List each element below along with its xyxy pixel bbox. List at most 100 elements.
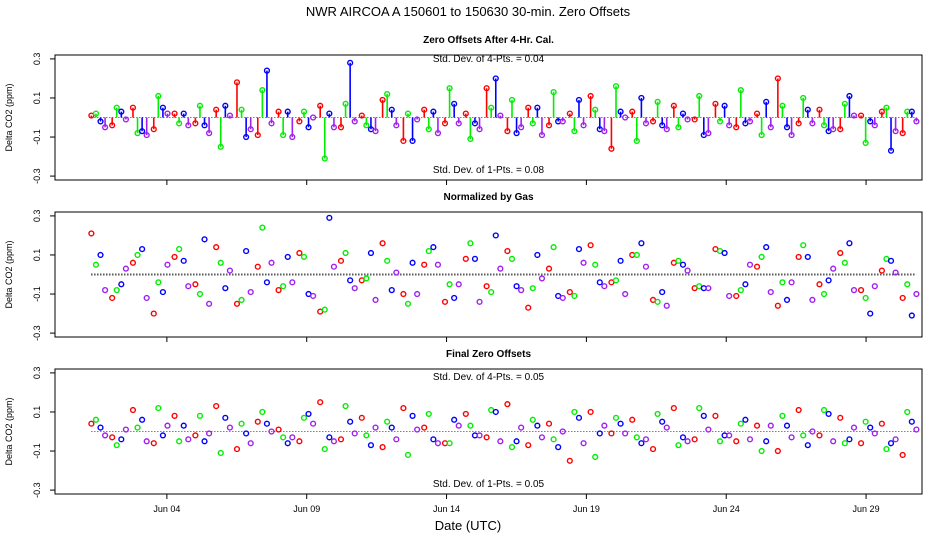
data-point <box>800 432 807 439</box>
y-tick-label: 0.3 <box>32 210 42 223</box>
data-point <box>830 438 837 445</box>
data-point <box>222 414 229 421</box>
data-point <box>580 440 587 447</box>
y-tick-label: 0.1 <box>32 406 42 419</box>
data-point <box>763 244 770 251</box>
data-point <box>113 442 120 449</box>
data-point <box>721 102 728 109</box>
data-point <box>795 253 802 261</box>
data-point <box>217 143 224 150</box>
annotation: Std. Dev. of 1-Pts. = 0.05 <box>433 479 545 490</box>
data-point <box>508 96 516 104</box>
data-point <box>534 422 541 429</box>
data-point <box>176 120 183 127</box>
data-point <box>226 424 234 431</box>
data-point <box>726 122 733 129</box>
data-point <box>92 261 100 268</box>
data-point <box>441 298 449 305</box>
data-point <box>296 438 303 445</box>
data-point <box>497 112 504 119</box>
data-point <box>471 120 479 127</box>
data-point <box>347 418 354 425</box>
data-point <box>155 404 162 412</box>
data-point <box>913 426 920 433</box>
data-point <box>592 453 599 460</box>
data-point <box>434 440 442 447</box>
data-point <box>580 259 587 266</box>
data-point <box>330 124 338 131</box>
data-point <box>222 102 229 109</box>
series-blue <box>97 59 915 154</box>
data-point <box>871 430 878 437</box>
data-point <box>887 147 895 154</box>
data-point <box>783 296 791 303</box>
data-point <box>883 104 890 111</box>
data-point <box>633 251 640 259</box>
data-point <box>233 300 241 307</box>
data-point <box>795 406 802 414</box>
panel-2: Normalized by Gas Delta CO2 (ppm) 0.3 0.1 -0… <box>4 192 923 342</box>
data-point <box>351 285 358 292</box>
data-point <box>753 110 761 117</box>
data-point <box>430 436 437 443</box>
data-point <box>337 257 345 264</box>
data-point <box>654 410 661 418</box>
data-point <box>608 145 615 152</box>
data-point <box>243 247 250 255</box>
data-point <box>675 442 682 449</box>
data-point <box>363 122 370 129</box>
data-point <box>867 310 874 317</box>
panel-3: Final Zero Offsets Delta CO2 (ppm) 0.3 0.1 -… <box>4 349 923 514</box>
data-point <box>317 102 324 109</box>
data-point <box>330 263 338 270</box>
data-point <box>446 281 453 288</box>
data-point <box>566 457 573 464</box>
data-point <box>867 424 874 431</box>
data-point <box>733 292 740 300</box>
data-point <box>809 296 816 303</box>
data-point <box>421 261 428 268</box>
y-tick-label: -0.1 <box>32 443 42 459</box>
data-point <box>846 92 853 100</box>
data-point <box>342 249 349 257</box>
data-point <box>913 290 920 298</box>
data-point <box>887 257 895 264</box>
data-point <box>180 422 187 429</box>
data-point <box>670 102 677 109</box>
data-point <box>488 104 495 111</box>
data-point <box>421 424 428 431</box>
data-point <box>504 128 511 135</box>
data-point <box>259 408 266 416</box>
data-point <box>238 106 245 113</box>
data-point <box>358 414 365 421</box>
panel-title: Normalized by Gas <box>443 192 533 203</box>
data-point <box>192 281 199 288</box>
data-point <box>192 120 199 127</box>
data-point <box>388 106 395 113</box>
series-green <box>92 224 911 313</box>
data-point <box>434 130 442 137</box>
data-point <box>393 269 400 276</box>
data-point <box>280 283 287 290</box>
data-point <box>545 265 553 272</box>
data-point <box>663 302 670 309</box>
data-point <box>545 122 553 129</box>
data-point <box>226 267 234 274</box>
data-point <box>679 110 687 117</box>
data-point <box>92 416 100 423</box>
data-point <box>326 434 333 441</box>
data-point <box>529 285 536 292</box>
y-tick-label: -0.3 <box>32 168 42 184</box>
data-point <box>816 281 823 288</box>
data-point <box>404 110 412 117</box>
data-point <box>488 288 495 296</box>
data-point <box>363 275 370 282</box>
data-point <box>841 100 848 107</box>
data-point <box>663 424 670 431</box>
data-point <box>139 128 146 135</box>
data-point <box>280 434 287 441</box>
data-point <box>268 259 275 266</box>
data-point <box>384 257 391 264</box>
data-point <box>254 263 261 270</box>
data-point <box>850 112 858 119</box>
